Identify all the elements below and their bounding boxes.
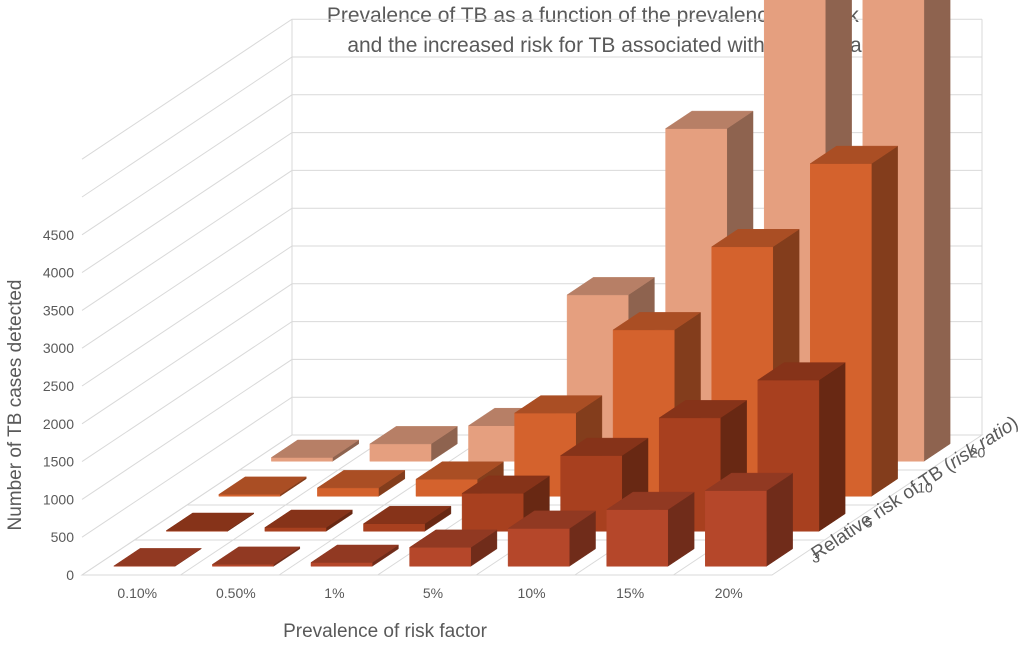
bar-front: [265, 528, 326, 532]
bar: [212, 547, 299, 566]
bar: [271, 440, 358, 461]
bar-front: [370, 444, 431, 461]
bar-front: [364, 524, 425, 532]
y-tick-label: 4000: [43, 265, 74, 281]
bar-front: [219, 494, 280, 496]
bar-side: [871, 146, 897, 496]
y-axis-title: Number of TB cases detected: [5, 280, 26, 531]
y-tick-label: 2500: [43, 378, 74, 394]
bar-top: [219, 477, 306, 495]
x-axis-title: Prevalence of risk factor: [283, 621, 487, 642]
bar: [607, 492, 694, 566]
bar: [705, 473, 792, 566]
bar: [317, 470, 404, 496]
y-tick-label: 3000: [43, 340, 74, 356]
bar: [114, 548, 201, 566]
z-axis-title-italic: risk ratio: [946, 416, 1017, 473]
x-tick-labels: 0.10% 0.50% 1% 5% 10% 15% 20%: [117, 585, 742, 601]
bar: [219, 477, 306, 496]
bar-front: [311, 563, 372, 567]
y-tick-label: 500: [51, 529, 75, 545]
x-tick-label: 20%: [715, 585, 743, 601]
bars: [114, 0, 950, 566]
y-tick-labels: 0 500 1000 1500 2000 2500 3000 3500 4000 4500: [43, 227, 74, 583]
bar-top: [114, 548, 201, 566]
bar: [166, 513, 253, 531]
y-tick-label: 4500: [43, 227, 74, 243]
bar-top: [271, 440, 358, 458]
bar-front: [410, 547, 471, 566]
bar-top: [166, 513, 253, 531]
y-tick-label: 3500: [43, 302, 74, 318]
bar: [370, 426, 457, 461]
x-tick-label: 0.10%: [117, 585, 157, 601]
bar-top: [265, 510, 352, 528]
bar-front: [212, 564, 273, 566]
bar-front: [508, 529, 569, 567]
bar-front: [317, 488, 378, 496]
y-tick-label: 1500: [43, 454, 74, 470]
bar: [311, 545, 398, 566]
bar-top: [212, 547, 299, 565]
bar: [265, 510, 352, 531]
y-tick-label: 2000: [43, 416, 74, 432]
bar-front: [271, 458, 332, 462]
bar-front: [705, 491, 766, 567]
y-tick-label: 0: [66, 567, 74, 583]
x-tick-label: 1%: [324, 585, 344, 601]
x-tick-label: 5%: [423, 585, 443, 601]
x-tick-label: 0.50%: [216, 585, 256, 601]
bar-side: [819, 363, 845, 532]
bar: [410, 530, 497, 566]
bar-front: [607, 510, 668, 567]
bar-top: [311, 545, 398, 563]
y-tick-label: 1000: [43, 491, 74, 507]
bar-side: [924, 0, 950, 461]
x-tick-label: 10%: [518, 585, 546, 601]
x-tick-label: 15%: [616, 585, 644, 601]
